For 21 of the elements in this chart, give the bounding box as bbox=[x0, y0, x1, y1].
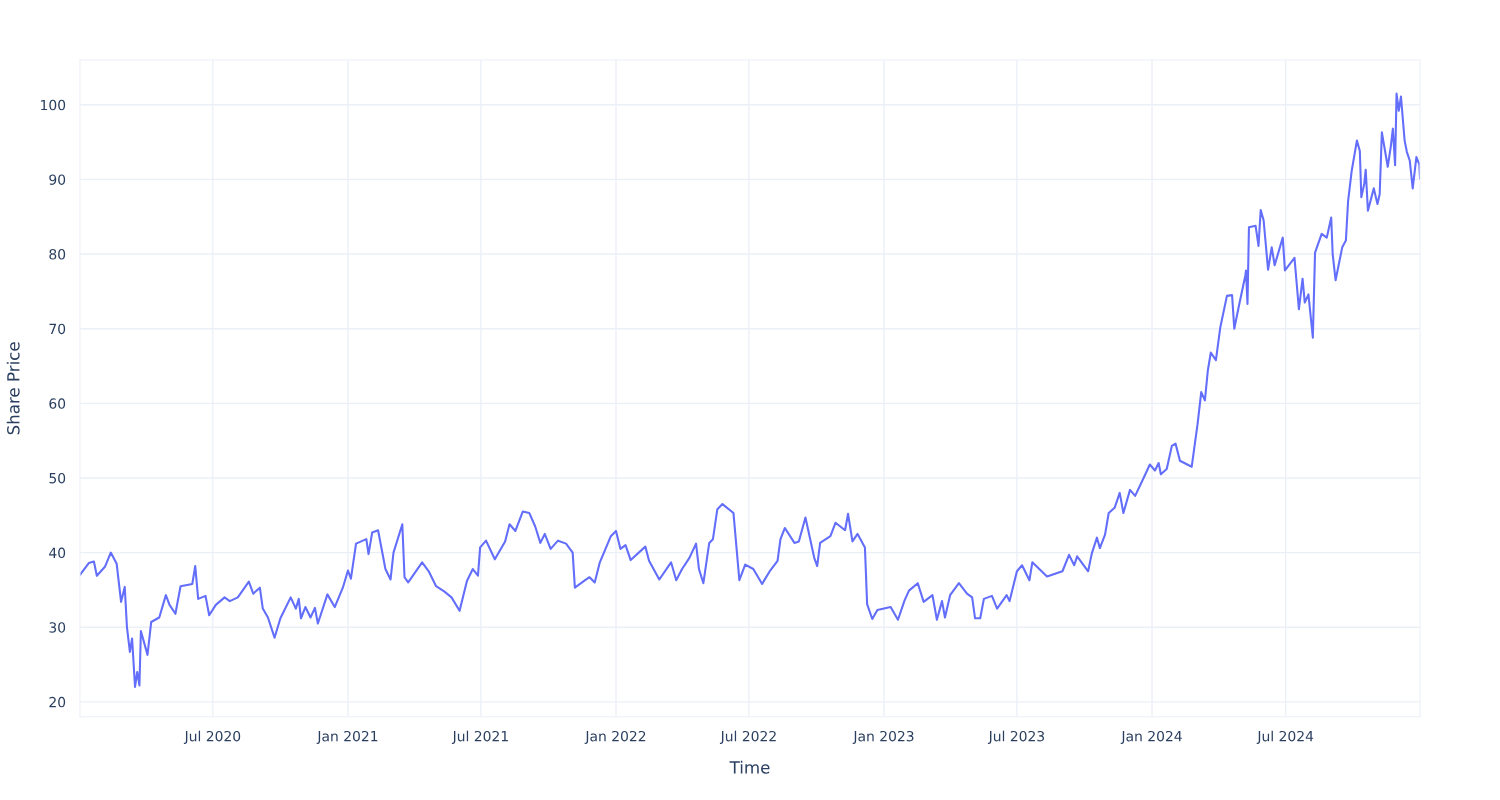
y-tick-label: 20 bbox=[49, 696, 66, 708]
x-tick-label: Jul 2020 bbox=[183, 730, 241, 745]
x-tick-label: Jan 2021 bbox=[316, 730, 378, 745]
x-tick-label: Jan 2022 bbox=[584, 730, 646, 745]
x-tick-label: Jan 2023 bbox=[852, 730, 914, 745]
x-tick-label: Jul 2024 bbox=[1256, 730, 1314, 745]
x-tick-label: Jan 2024 bbox=[1120, 730, 1182, 745]
y-tick-label: 100 bbox=[41, 99, 66, 111]
x-tick-label: Jul 2022 bbox=[719, 730, 776, 745]
x-tick-label: Jul 2023 bbox=[987, 730, 1045, 745]
y-tick-label: 60 bbox=[49, 398, 66, 409]
y-tick-label: 70 bbox=[49, 323, 66, 335]
y-axis-title: Share Price bbox=[6, 342, 20, 435]
x-tick-label: Jul 2021 bbox=[451, 730, 508, 745]
x-axis-title: Time bbox=[729, 760, 770, 774]
y-tick-label: 50 bbox=[49, 472, 66, 484]
y-tick-label: 40 bbox=[49, 547, 66, 559]
y-tick-label: 80 bbox=[49, 249, 66, 260]
y-tick-label: 90 bbox=[49, 174, 66, 185]
y-tick-label: 30 bbox=[49, 622, 66, 633]
line-series bbox=[79, 92, 1421, 688]
